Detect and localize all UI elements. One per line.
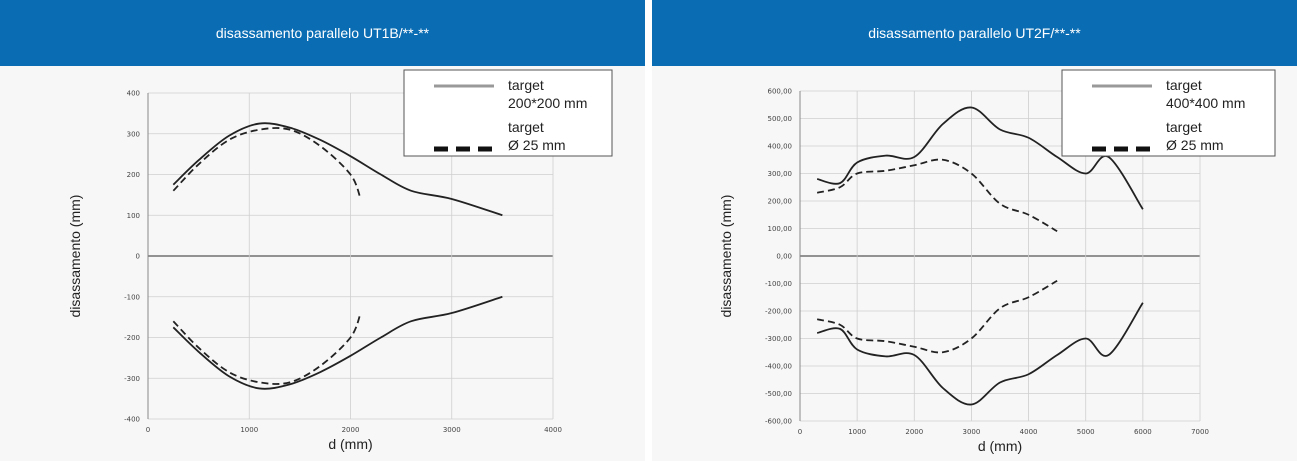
y-tick-label: -400,00 xyxy=(765,363,792,371)
chart-area-right: 600,00 500,00 400,00 300,00 200,00 100,00 0,00… xyxy=(652,66,1297,461)
dashed-series-line xyxy=(816,158,1058,233)
dashed-series-line xyxy=(816,279,1058,354)
x-tick-label: 3000 xyxy=(963,428,981,436)
y-tick-label: 100,00 xyxy=(768,225,793,233)
x-tick-label: 2000 xyxy=(342,426,360,434)
x-tick-label: 6000 xyxy=(1134,428,1152,436)
legend-entry-label: Ø 25 mm xyxy=(508,137,566,153)
y-tick-label: 0 xyxy=(136,253,140,261)
dashed-series-line xyxy=(172,127,362,200)
y-tick-label: 600,00 xyxy=(768,88,793,96)
x-tick-label: 1000 xyxy=(240,426,258,434)
legend-box xyxy=(1061,69,1276,157)
legend-entry-label: target xyxy=(508,119,544,135)
solid-series-line xyxy=(816,106,1144,210)
x-tick-label: 7000 xyxy=(1191,428,1209,436)
x-tick-label: 1000 xyxy=(848,428,866,436)
y-tick-label: 200,00 xyxy=(768,198,793,206)
y-tick-label: 400 xyxy=(127,90,140,98)
x-tick-label: 0 xyxy=(146,426,150,434)
legend-entry-label: target xyxy=(508,77,544,93)
y-axis-title: disassamento (mm) xyxy=(67,195,83,318)
y-tick-label: -200 xyxy=(124,334,140,342)
y-tick-label: -400 xyxy=(124,416,140,424)
legend-box xyxy=(403,69,613,157)
legend-entry-label: target xyxy=(1166,119,1202,135)
y-tick-label: 0,00 xyxy=(776,253,792,261)
legend-entry-label: 400*400 mm xyxy=(1166,95,1245,111)
legend-entry-label: target xyxy=(1166,77,1202,93)
x-tick-label: 0 xyxy=(798,428,802,436)
y-tick-label: 300 xyxy=(127,130,140,138)
x-axis-title: d (mm) xyxy=(978,438,1022,454)
y-tick-label: 400,00 xyxy=(768,143,793,151)
x-tick-label: 5000 xyxy=(1077,428,1095,436)
chart-area-left: 400 300 200 100 0 -100 -200 -300 -400 0 1000 2000 30… xyxy=(0,66,645,461)
y-tick-label: -200,00 xyxy=(765,308,792,316)
chart-header-left: disassamento parallelo UT1B/**-** xyxy=(0,0,645,66)
y-tick-label: -500,00 xyxy=(765,390,792,398)
line-chart-right: 600,00 500,00 400,00 300,00 200,00 100,00 0,00… xyxy=(718,69,1276,454)
chart-title-left: disassamento parallelo UT1B/**-** xyxy=(215,25,430,41)
y-tick-label: 200 xyxy=(127,171,140,179)
x-tick-label: 4000 xyxy=(544,426,562,434)
solid-series-line xyxy=(816,302,1144,406)
y-tick-label: 300,00 xyxy=(768,170,793,178)
legend-entry-label: 200*200 mm xyxy=(508,95,587,111)
y-tick-label: -600,00 xyxy=(765,418,792,426)
y-tick-label: 100 xyxy=(127,212,140,220)
chart-header-right: disassamento parallelo UT2F/**-** xyxy=(652,0,1297,66)
chart-title-right: disassamento parallelo UT2F/**-** xyxy=(868,25,1081,41)
solid-series-line xyxy=(172,122,503,217)
y-tick-label: -100,00 xyxy=(765,280,792,288)
solid-series-line xyxy=(172,295,503,390)
y-tick-label: -300 xyxy=(124,375,140,383)
y-tick-label: -100 xyxy=(124,293,140,301)
legend-entry-label: Ø 25 mm xyxy=(1166,137,1224,153)
y-tick-label: 500,00 xyxy=(768,115,793,123)
y-tick-label: -300,00 xyxy=(765,335,792,343)
chart-panel-left: disassamento parallelo UT1B/**-** 400 300… xyxy=(0,0,645,461)
x-tick-label: 2000 xyxy=(905,428,923,436)
chart-panel-right: disassamento parallelo UT2F/**-** 600,00… xyxy=(652,0,1297,461)
x-axis-title: d (mm) xyxy=(328,436,372,452)
x-tick-label: 4000 xyxy=(1020,428,1038,436)
dashed-series-line xyxy=(172,312,362,385)
x-tick-label: 3000 xyxy=(443,426,461,434)
y-axis-title: disassamento (mm) xyxy=(718,195,734,318)
